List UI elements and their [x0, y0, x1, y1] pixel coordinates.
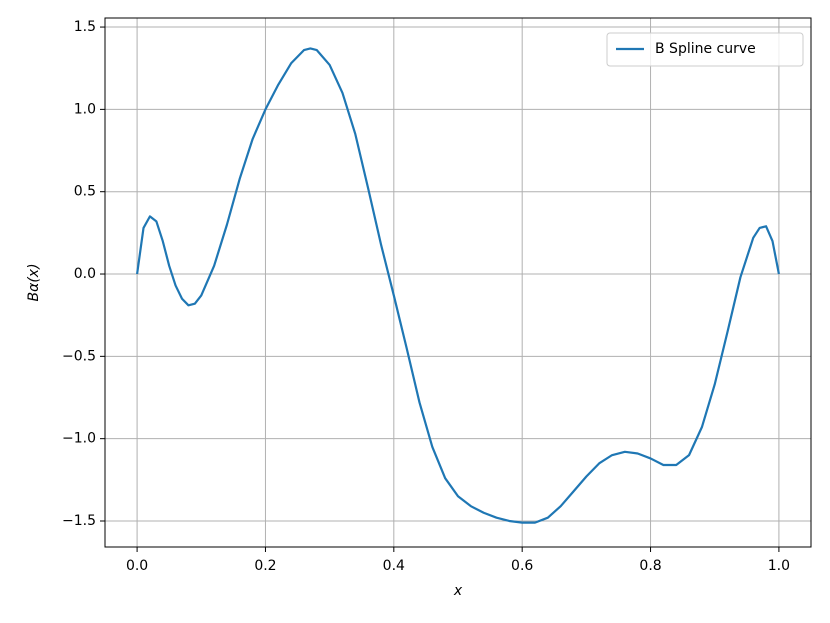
x-tick-label: 1.0 — [768, 558, 790, 574]
y-tick-label: −1.0 — [62, 431, 96, 447]
legend-label: B Spline curve — [655, 41, 756, 57]
x-tick-label: 0.0 — [126, 558, 148, 574]
legend-box — [606, 32, 804, 67]
y-axis-label: Bα(x) — [26, 263, 42, 301]
y-tick-label: 0.0 — [74, 266, 96, 282]
x-tick-label: 0.2 — [254, 558, 276, 574]
plot-frame — [104, 17, 812, 548]
y-tick-label: 1.0 — [74, 101, 96, 117]
data-line — [136, 47, 780, 524]
x-tick-label: 0.4 — [383, 558, 405, 574]
x-tick-label: 0.6 — [511, 558, 533, 574]
y-tick-label: 1.5 — [74, 19, 96, 35]
y-tick-label: 0.5 — [74, 184, 96, 200]
y-tick-label: −0.5 — [62, 348, 96, 364]
x-tick-label: 0.8 — [639, 558, 661, 574]
y-tick-label: −1.5 — [62, 513, 96, 529]
legend: B Spline curve — [606, 32, 804, 67]
x-axis-label: x — [453, 583, 463, 599]
